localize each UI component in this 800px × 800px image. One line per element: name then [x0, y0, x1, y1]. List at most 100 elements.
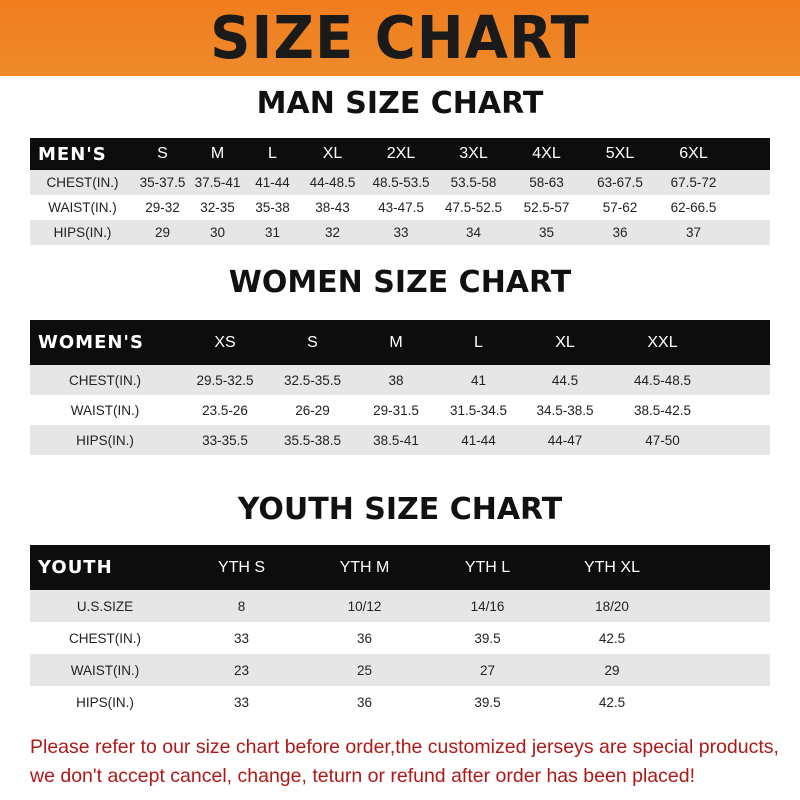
row-label: WOMEN'S — [38, 332, 144, 353]
cell: YTH S — [217, 558, 266, 576]
row-label: U.S.SIZE — [76, 598, 134, 614]
cell: S — [307, 333, 318, 351]
table-header: MEN'S S M L XL 2XL 3XL 4XL 5XL 6XL — [30, 138, 770, 170]
cell: 23 — [233, 662, 250, 678]
table-row: WAIST(IN.) 23.5-26 26-29 29-31.5 31.5-34.5 34… — [30, 395, 770, 425]
cell: 26-29 — [295, 402, 330, 418]
cell: 2XL — [386, 145, 416, 162]
row-label: HIPS(IN.) — [76, 694, 134, 710]
cell: S — [157, 145, 168, 162]
table-row: WAIST(IN.) 23 25 27 29 — [30, 654, 770, 686]
cell: 34 — [465, 225, 482, 240]
cell: 29-31.5 — [373, 402, 419, 418]
cell: 36 — [356, 694, 373, 710]
cell: 67.5-72 — [670, 175, 717, 190]
table-header: WOMEN'S XS S M L XL XXL — [30, 320, 770, 365]
cell: 41 — [470, 372, 487, 388]
cell: 18/20 — [595, 598, 629, 614]
table-row: CHEST(IN.) 29.5-32.5 32.5-35.5 38 41 44.5 44.5… — [30, 365, 770, 395]
women-table: WOMEN'S XS S M L XL XXL CHEST(IN.) 29.5-32.5 32.5… — [30, 320, 770, 455]
cell: 38-43 — [315, 200, 350, 215]
cell: 5XL — [605, 145, 635, 162]
row-label: HIPS(IN.) — [76, 432, 134, 448]
row-label: HIPS(IN.) — [53, 225, 112, 240]
cell: 3XL — [459, 145, 488, 162]
women-title: WOMEN SIZE CHART — [228, 265, 572, 300]
banner: SIZE CHART — [0, 0, 800, 76]
table-row: CHEST(IN.) 33 36 39.5 42.5 — [30, 622, 770, 654]
cell: 30 — [209, 225, 226, 240]
row-label: WAIST(IN.) — [70, 402, 140, 418]
cell: 29 — [154, 225, 171, 240]
table-header: YOUTH YTH S YTH M YTH L YTH XL — [30, 545, 770, 590]
cell: 63-67.5 — [597, 175, 643, 190]
cell: 6XL — [679, 145, 708, 162]
cell: 35 — [538, 225, 555, 240]
cell: 47.5-52.5 — [444, 200, 503, 215]
table-row: HIPS(IN.) 33-35.5 35.5-38.5 38.5-41 41-44 44-… — [30, 425, 770, 455]
cell: 23.5-26 — [202, 402, 248, 418]
cell: XS — [214, 333, 236, 351]
cell: 8 — [237, 598, 246, 614]
row-label: WAIST(IN.) — [48, 200, 117, 215]
cell: 36 — [356, 630, 373, 646]
cell: 44.5 — [551, 372, 579, 388]
table-row: WAIST(IN.) 29-32 32-35 35-38 38-43 43-47.5 47.… — [30, 195, 770, 220]
cell: 43-47.5 — [378, 200, 424, 215]
cell: 36 — [612, 225, 628, 240]
cell: 33 — [233, 694, 250, 710]
row-label: YOUTH — [38, 557, 113, 578]
cell: 14/16 — [470, 598, 505, 614]
cell: 27 — [479, 662, 496, 678]
table-row: HIPS(IN.) 29 30 31 32 33 34 35 36 37 — [30, 220, 770, 245]
cell: 34.5-38.5 — [536, 402, 594, 418]
cell: XL — [322, 145, 343, 162]
row-label: CHEST(IN.) — [69, 630, 141, 646]
row-label: MEN'S — [38, 143, 107, 165]
cell: 10/12 — [347, 598, 382, 614]
row-label: CHEST(IN.) — [46, 175, 119, 190]
table-row: HIPS(IN.) 33 36 39.5 42.5 — [30, 686, 770, 718]
cell: 37.5-41 — [194, 175, 241, 190]
footer-line-2: we don't accept cancel, change, teturn o… — [30, 765, 695, 787]
cell: XL — [555, 333, 575, 351]
cell: 33 — [233, 630, 250, 646]
table-row: CHEST(IN.) 35-37.5 37.5-41 41-44 44-48.5 48.5… — [30, 170, 770, 195]
cell: 32-35 — [200, 200, 235, 215]
youth-title: YOUTH SIZE CHART — [237, 492, 563, 527]
cell: 47-50 — [645, 432, 680, 448]
cell: 44-47 — [547, 432, 583, 448]
table-row: U.S.SIZE 8 10/12 14/16 18/20 — [30, 590, 770, 622]
cell: 31 — [264, 225, 281, 240]
cell: 31.5-34.5 — [449, 402, 508, 418]
cell: 38 — [388, 372, 404, 388]
cell: YTH XL — [583, 558, 640, 576]
row-label: WAIST(IN.) — [70, 662, 140, 678]
cell: 33-35.5 — [202, 432, 248, 448]
cell: 37 — [685, 225, 702, 240]
cell: 52.5-57 — [523, 200, 570, 215]
cell: M — [389, 333, 403, 351]
cell: 39.5 — [474, 630, 501, 646]
cell: 57-62 — [602, 200, 638, 215]
cell: 4XL — [532, 145, 561, 162]
cell: M — [210, 145, 225, 162]
cell: L — [268, 145, 277, 162]
cell: 41-44 — [255, 175, 290, 190]
cell: 39.5 — [474, 694, 501, 710]
cell: 53.5-58 — [450, 175, 497, 190]
cell: 41-44 — [461, 432, 496, 448]
cell: 35-37.5 — [139, 175, 186, 190]
men-title: MAN SIZE CHART — [256, 86, 544, 121]
cell: 44-48.5 — [309, 175, 356, 190]
cell: YTH L — [464, 558, 511, 576]
cell: 42.5 — [598, 694, 626, 710]
cell: YTH M — [339, 558, 390, 576]
cell: 25 — [356, 662, 373, 678]
cell: 32 — [324, 225, 341, 240]
cell: 58-63 — [529, 175, 564, 190]
youth-table: YOUTH YTH S YTH M YTH L YTH XL U.S.SIZE 8 10/12… — [30, 545, 770, 718]
men-table: MEN'S S M L XL 2XL 3XL 4XL 5XL 6XL CHEST(IN.) 35-37… — [30, 138, 770, 245]
footer-line-1: Please refer to our size chart before or… — [30, 736, 779, 758]
cell: 42.5 — [598, 630, 626, 646]
